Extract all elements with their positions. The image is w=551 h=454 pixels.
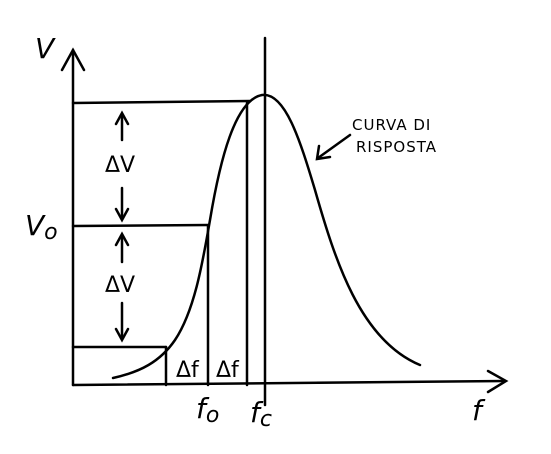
axes xyxy=(60,47,509,394)
f0-label: fo xyxy=(196,392,219,428)
response-curve xyxy=(111,93,422,380)
fc-label: fc xyxy=(250,396,272,432)
v0-sub: o xyxy=(44,220,57,245)
delta-v-arrows xyxy=(114,110,352,343)
fc-sub: c xyxy=(260,407,272,432)
delta-f-label: Δf xyxy=(176,358,200,383)
delta-v-label: ΔV xyxy=(105,153,135,178)
y-axis-label: V xyxy=(35,32,56,65)
guide-lines xyxy=(71,36,267,407)
v0-main: V xyxy=(25,209,46,242)
annotation-line: RISPOSTA xyxy=(356,138,437,156)
v0-label: Vo xyxy=(25,209,58,245)
annotation-line: CURVA DI xyxy=(352,116,431,134)
delta-f-label: Δf xyxy=(216,358,240,383)
x-axis-label: f xyxy=(472,394,486,427)
f0-sub: o xyxy=(206,403,219,428)
delta-v-label: ΔV xyxy=(105,273,135,298)
